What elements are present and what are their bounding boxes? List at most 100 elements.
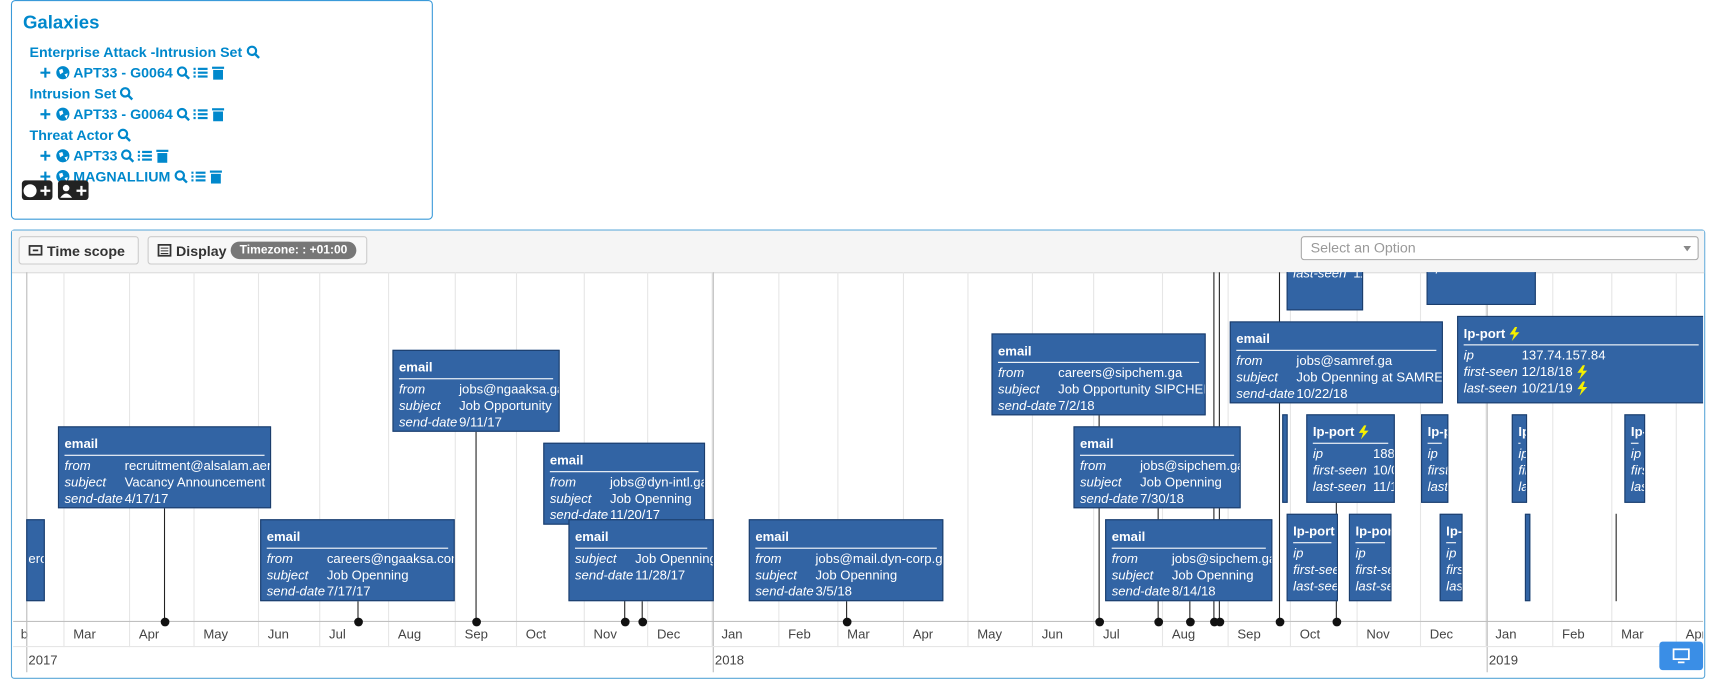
field-key: last-seen [1427,478,1449,495]
month-label: Aug [397,626,422,642]
month-label: Apr [912,626,934,642]
event-box[interactable]: email from jobs@sipchem.ga subject Job Openn… [1073,426,1241,509]
search-icon [246,45,260,59]
grid-line [778,272,780,648]
title-rule [1446,542,1457,544]
event-type: email [1236,331,1270,347]
display-button[interactable]: Display Timezone: : +01:00 [147,236,368,265]
field-value: 11/20/17 [610,507,660,522]
galaxy-name[interactable]: APT33 - G0064 [73,106,173,123]
field-key: last-seen [1518,478,1526,495]
field-value: 4/17/17 [125,491,169,506]
cluster-name[interactable]: Intrusion Set [29,85,117,102]
event-type: Ip-port [1293,523,1335,539]
field-key: from [549,474,577,490]
value-text: 10/22/18 [1296,385,1348,402]
field-key: subject [266,567,309,583]
field-value: 7/2/18 [1058,398,1094,413]
galaxy-name[interactable]: APT33 [73,147,118,164]
field-value: Vacancy Announcement [125,474,265,489]
option-select[interactable]: Select an Option [1300,236,1699,261]
cluster-name[interactable]: Threat Actor [29,126,114,144]
field-value: careers@ngaaksa.com [326,550,455,567]
field-key: first-seen [1293,561,1337,578]
globe-icon [56,149,70,163]
value-text: careers@ngaaksa.com [326,550,455,567]
event-box[interactable]: ip 5.135.12 [1426,272,1536,305]
value-text: Job Openning [326,567,409,583]
connector [1189,601,1191,621]
field-key: last-seen [1630,478,1644,495]
value-text: 9/11/17 [459,414,502,430]
event-box[interactable]: email from jobs@dyn-intl.ga subject Job Open… [543,442,706,525]
connector [163,508,166,621]
galaxy-name[interactable]: APT33 - G0064 [73,64,173,81]
event-box[interactable]: email subject Job Openning send-date 11/28/1… [568,519,714,602]
value-text: Job Opportunity SIPCHEM [1058,381,1206,397]
event-box[interactable]: email from jobs@mail.dyn-corp.ga subject Job… [748,519,944,602]
fullscreen-button[interactable] [1659,641,1704,671]
globe-icon [22,183,37,197]
event-title: Ip-port [1355,523,1390,539]
connector [641,601,643,621]
cluster-name[interactable]: Enterprise Attack -Intrusion Set [29,43,243,61]
month-label: Apr [138,626,160,642]
add-button[interactable] [57,180,89,201]
field-key: subject [998,381,1040,397]
event-box[interactable]: Ip-port ip 188. first-seen 10/0 last-seen 11/1 [1306,414,1395,503]
list-icon [193,109,208,120]
event-type: Ip-port [1355,523,1390,539]
galaxy-name[interactable]: MAGNALLIUM [73,168,171,185]
event-type: Ip-port [1463,325,1506,342]
field-value: jobs@sipchem.ga [1172,551,1271,566]
field-key: first-seen [1312,462,1367,478]
field-key: send-date [266,583,326,600]
event-box[interactable] [1524,513,1531,602]
event-box[interactable]: email from careers@ngaaksa.com subject Job O… [260,519,455,602]
field-key: ip [1463,347,1474,363]
event-title: email [1112,529,1146,544]
cluster: Enterprise Attack -Intrusion Set [30,44,260,60]
event-box[interactable]: email from jobs@sipchem.ga subject Job Openn… [1105,519,1273,602]
connector [846,601,848,621]
event-type: Ip-port [1312,424,1355,440]
time-scope-button[interactable]: Time scope [18,236,139,265]
grid-line [711,272,713,648]
event-title: email [64,436,98,451]
list-icon [191,171,206,182]
field-value: ero [28,551,43,566]
event-box[interactable]: email from jobs@samref.ga subject Job Openni… [1229,321,1443,404]
event-title: Ip-port [1464,326,1522,341]
event-box[interactable]: ero [26,519,45,602]
grid-line [967,272,969,648]
trash-icon [212,66,225,80]
globe-icon [56,107,70,121]
field-key: last-seen [1463,380,1517,396]
connector [1615,513,1617,602]
event-box[interactable]: email from jobs@ngaaksa.ga subject Job Oppor… [392,349,560,432]
event-type: Ip-port [1630,424,1644,440]
event-box[interactable]: email from careers@sipchem.ga subject Job Op… [991,333,1206,416]
event-box[interactable] [1282,414,1288,503]
axis-line [13,646,1704,648]
add-button[interactable] [21,180,53,201]
event-title: email [1080,436,1114,451]
field-value: Job Openning [610,491,692,506]
dot [160,617,169,626]
icon [1672,648,1690,664]
value-text: 8/14/18 [1171,583,1216,600]
event-box[interactable]: Ip-port ip 137.74.157.84 first-seen 12/18/18… [1457,315,1704,404]
dot [1331,617,1341,626]
field-value: jobs@mail.dyn-corp.ga [815,551,942,566]
event-box[interactable]: email from recruitment@alsalam.aero subject… [57,426,272,509]
search-icon [176,66,191,80]
value-text: Job Openning [635,550,714,567]
field-key: first-seen [1463,364,1518,380]
